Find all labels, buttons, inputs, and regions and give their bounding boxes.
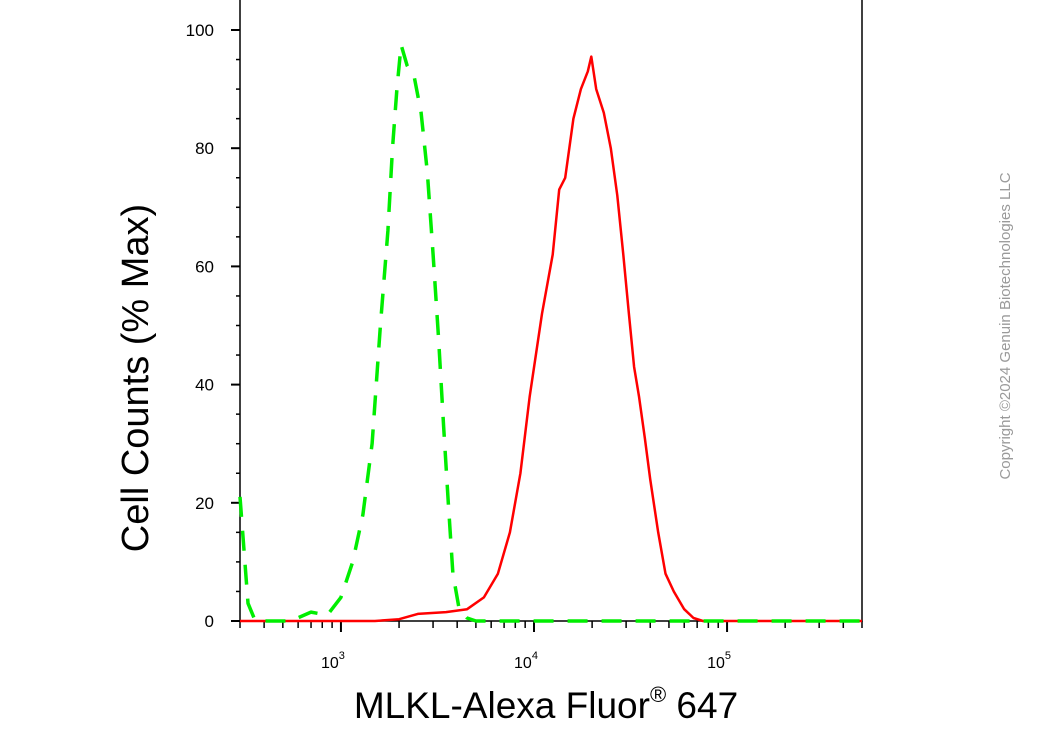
x-axis-title-suffix: 647	[666, 685, 738, 726]
copyright-watermark: Copyright ©2024 Genuin Biotechnologies L…	[997, 172, 1014, 479]
y-axis: 0 20 40 60 80 100	[186, 21, 240, 631]
y-tick-label: 0	[205, 612, 214, 631]
x-tick-label: 103	[321, 650, 345, 672]
x-axis-title-main: MLKL-Alexa Fluor	[354, 685, 650, 726]
series-layer	[238, 43, 862, 623]
y-axis-title: Cell Counts (% Max)	[115, 204, 157, 552]
plot-frame	[239, 0, 863, 622]
red-solid-histogram	[240, 55, 862, 623]
x-axis-title: MLKL-Alexa Fluor® 647	[354, 682, 738, 726]
x-axis-title-superscript: ®	[650, 682, 666, 707]
y-tick-label: 20	[195, 494, 214, 513]
x-tick-label: 105	[707, 650, 731, 672]
x-tick-label: 104	[514, 650, 538, 672]
y-tick-label: 100	[186, 21, 214, 40]
y-tick-label: 40	[195, 376, 214, 395]
plot-border	[239, 0, 863, 622]
green-dashed-histogram	[238, 43, 862, 623]
y-tick-label: 80	[195, 139, 214, 158]
y-tick-label: 60	[195, 257, 214, 276]
x-axis: 103 104 105	[239, 621, 863, 672]
